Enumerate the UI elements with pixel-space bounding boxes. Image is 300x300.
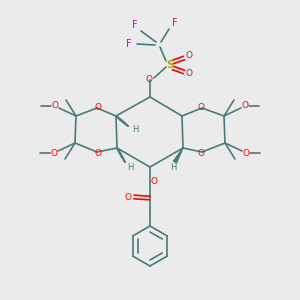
Text: O: O: [50, 148, 58, 158]
Text: F: F: [126, 39, 132, 49]
Text: H: H: [132, 124, 138, 134]
Text: O: O: [242, 148, 250, 158]
Text: O: O: [151, 178, 158, 187]
Text: H: H: [170, 164, 176, 172]
Text: F: F: [132, 20, 138, 30]
Text: O: O: [94, 103, 101, 112]
Text: O: O: [197, 103, 205, 112]
Text: F: F: [172, 18, 178, 28]
Text: O: O: [242, 101, 248, 110]
Text: O: O: [94, 148, 101, 158]
Polygon shape: [173, 148, 183, 163]
Text: O: O: [124, 193, 131, 202]
Text: O: O: [185, 52, 193, 61]
Text: O: O: [52, 101, 58, 110]
Text: H: H: [127, 164, 133, 172]
Text: O: O: [185, 70, 193, 79]
Text: O: O: [146, 74, 152, 83]
Text: S: S: [166, 60, 174, 70]
Text: O: O: [197, 148, 205, 158]
